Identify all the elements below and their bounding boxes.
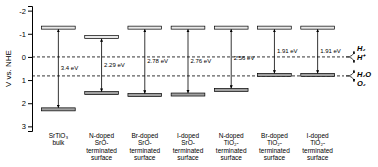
y-tick-label: 0	[22, 53, 26, 62]
x-tick-label-line: SrTiO₃	[49, 132, 69, 139]
vbm-bar	[214, 88, 248, 91]
x-tick-label: N-dopedTiO₂-terminatedsurface	[216, 132, 247, 161]
vbm-bar	[128, 94, 162, 97]
y-tick: 1	[22, 76, 32, 85]
gap-label: 2.78 eV	[147, 58, 168, 64]
y-tick-label: -1	[19, 30, 26, 39]
vbm-bar	[42, 108, 76, 111]
gap-arrow	[58, 29, 59, 108]
x-tick-label-line: surface	[134, 154, 156, 161]
x-tick-label-line: SrO-	[181, 139, 195, 146]
cbm-bar	[171, 26, 205, 29]
redox-label: H⁺	[357, 53, 366, 62]
vbm-bar	[171, 93, 205, 96]
x-tick-label: SrTiO₃bulk	[49, 132, 69, 146]
gap-label: 2.29 eV	[104, 62, 125, 68]
redox-label: O₂	[357, 79, 366, 88]
gap-arrow	[101, 39, 102, 92]
x-tick-label-line: surface	[177, 154, 199, 161]
cbm-bar	[214, 26, 248, 29]
y-tick: 0	[22, 53, 32, 62]
x-tick-label-line: bulk	[52, 139, 65, 146]
gap-label: 1.91 eV	[277, 48, 298, 54]
plot-area	[42, 26, 335, 111]
x-tick-label: Br-dopedTiO₂-terminatedsurface	[259, 132, 290, 161]
x-tick-label-line: SrO-	[95, 139, 109, 146]
y-tick-mark	[28, 80, 32, 81]
redox-arrow	[346, 76, 354, 82]
redox-arrow	[346, 70, 354, 76]
gap-arrow	[274, 29, 275, 73]
x-tick-label: Br-dopedSrO-terminatedsurface	[129, 132, 160, 161]
y-tick-label: 1	[22, 76, 26, 85]
gap-arrow	[231, 29, 232, 88]
gap-labels: 3.4 eV 2.29 eV 2.78 eV 2.76 eV 2.56 eV 1.91 e…	[61, 48, 341, 71]
y-tick: 2	[22, 99, 32, 108]
x-tick-label-line: surface	[91, 154, 113, 161]
y-axis-title: V vs. NHE	[4, 50, 13, 87]
y-tick-mark	[28, 34, 32, 35]
y-tick-mark	[28, 57, 32, 58]
x-tick-label: I-dopedTiO₂-terminatedsurface	[302, 132, 333, 161]
gap-label: 1.91 eV	[320, 48, 341, 54]
y-tick-label: 2	[22, 99, 26, 108]
x-tick-label: I-dopedSrO-terminatedsurface	[173, 132, 204, 161]
redox-arrow	[346, 51, 354, 57]
gap-label: 2.56 eV	[234, 55, 255, 61]
vbm-bar	[258, 73, 292, 76]
y-tick-mark	[28, 126, 32, 127]
redox-annotations: H₂H⁺ H₂OO₂	[346, 44, 371, 88]
x-tick-label-line: surface	[264, 154, 286, 161]
redox-arrow	[346, 57, 354, 63]
gap-arrow	[317, 29, 318, 73]
vbm-bar	[301, 73, 335, 76]
cbm-bar	[85, 36, 119, 39]
y-tick-mark	[28, 11, 32, 12]
x-tick-label-line: terminated	[86, 147, 117, 154]
x-tick-label: N-dopedSrO-terminatedsurface	[86, 132, 117, 161]
redox-label: H₂O	[357, 70, 371, 79]
y-tick: -1	[19, 30, 32, 39]
y-axis: -2 -1 0 1 2 3	[19, 7, 32, 132]
y-tick: -2	[19, 7, 32, 16]
gap-label: 3.4 eV	[61, 65, 78, 71]
cbm-bar	[128, 26, 162, 29]
y-tick: 3	[22, 122, 32, 131]
y-tick-label: 3	[22, 122, 26, 131]
x-tick-label-line: terminated	[259, 147, 290, 154]
y-axis-line	[28, 7, 33, 132]
cbm-bar	[42, 26, 76, 29]
cbm-bar	[258, 26, 292, 29]
y-tick-label: -2	[19, 7, 26, 16]
redox-label: H₂	[357, 44, 365, 53]
x-tick-label-line: surface	[307, 154, 329, 161]
gap-arrow	[188, 29, 189, 93]
gap-arrow	[144, 29, 145, 93]
x-tick-label-line: TiO₂-	[224, 139, 239, 146]
x-tick-label-line: TiO₂-	[310, 139, 325, 146]
x-tick-label-line: terminated	[173, 147, 204, 154]
gap-label: 2.76 eV	[191, 58, 212, 64]
x-tick-label-line: terminated	[216, 147, 247, 154]
cbm-bar	[301, 26, 335, 29]
x-axis: SrTiO₃bulk N-dopedSrO-terminatedsurface Br…	[49, 132, 334, 161]
chart: -2 -1 0 1 2 3 V vs. NHE 3.4 eV 2.29 eV 2.78 eV 2.7…	[0, 0, 378, 167]
y-tick-mark	[28, 103, 32, 104]
x-tick-label-line: terminated	[302, 147, 333, 154]
vbm-bar	[85, 92, 119, 95]
x-tick-label-line: terminated	[129, 147, 160, 154]
x-tick-label-line: SrO-	[138, 139, 152, 146]
x-tick-label-line: surface	[221, 154, 243, 161]
x-tick-label-line: TiO₂-	[267, 139, 282, 146]
